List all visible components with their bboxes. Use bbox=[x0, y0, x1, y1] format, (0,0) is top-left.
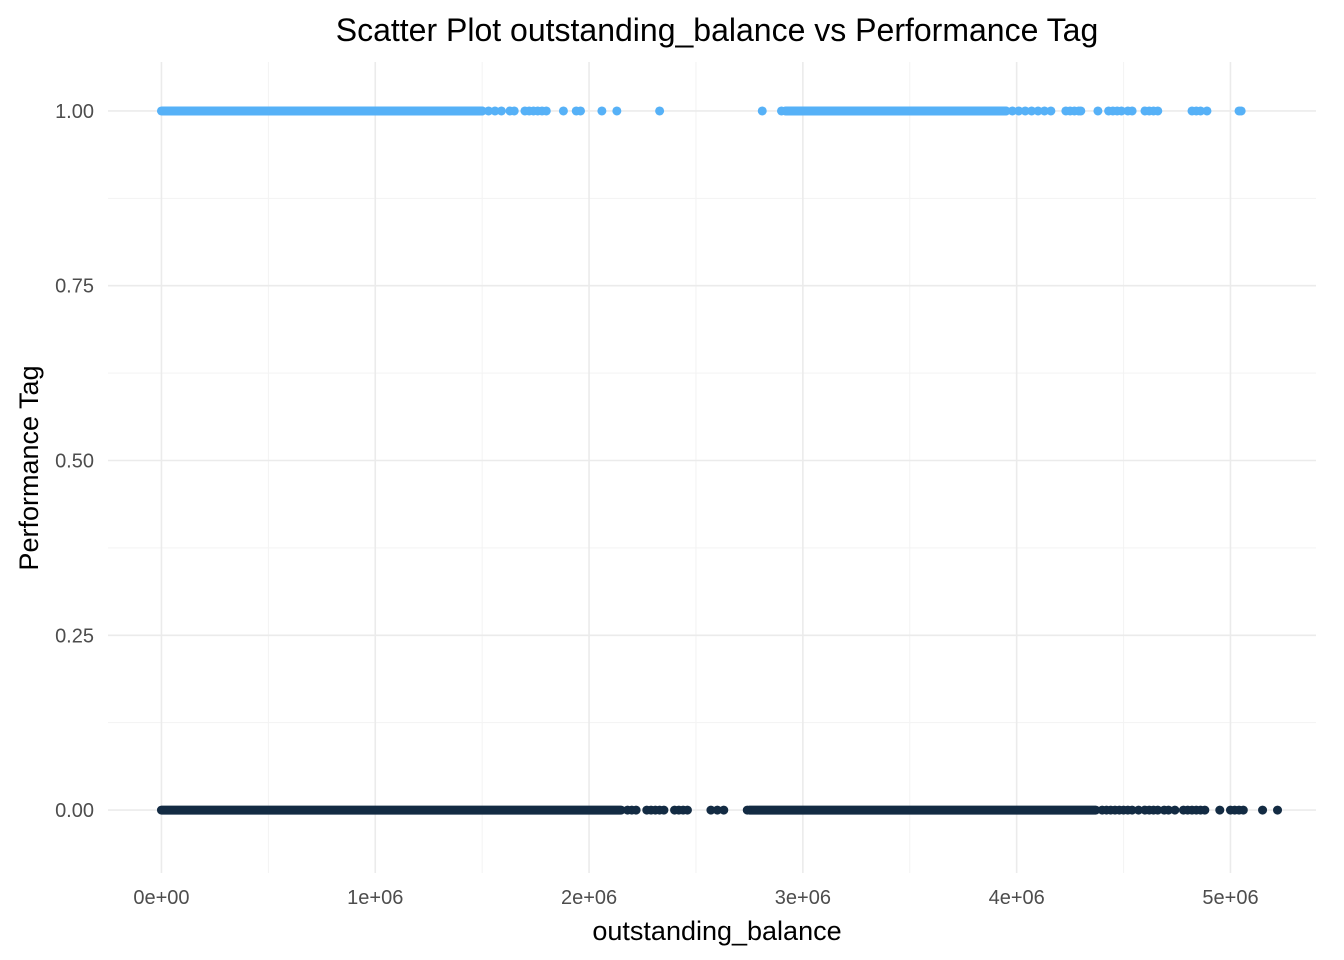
data-point bbox=[1134, 805, 1144, 815]
y-tick-label: 0.75 bbox=[55, 276, 94, 298]
x-tick-label: 0e+00 bbox=[133, 887, 189, 909]
data-point bbox=[1027, 106, 1037, 116]
data-point bbox=[490, 106, 500, 116]
y-tick-label: 0.25 bbox=[55, 625, 94, 647]
data-point bbox=[1039, 106, 1049, 116]
data-point bbox=[484, 106, 494, 116]
x-tick-label: 3e+06 bbox=[775, 887, 831, 909]
data-point bbox=[682, 805, 692, 815]
data-point bbox=[1001, 106, 1011, 116]
data-point bbox=[1076, 106, 1086, 116]
data-point bbox=[1046, 106, 1056, 116]
data-point bbox=[742, 805, 752, 815]
data-point bbox=[1215, 805, 1225, 815]
data-point bbox=[706, 805, 716, 815]
data-point bbox=[558, 106, 568, 116]
data-point bbox=[1200, 805, 1210, 815]
data-point bbox=[477, 106, 487, 116]
data-points bbox=[156, 106, 1283, 815]
y-tick-label: 1.00 bbox=[55, 101, 94, 123]
y-tick-label: 0.00 bbox=[55, 800, 94, 822]
data-point bbox=[655, 106, 665, 116]
y-axis-title: Performance Tag bbox=[14, 365, 44, 570]
data-point bbox=[1116, 106, 1126, 116]
data-point bbox=[659, 805, 669, 815]
data-point bbox=[1007, 106, 1017, 116]
data-point bbox=[1093, 106, 1103, 116]
data-point bbox=[1170, 805, 1180, 815]
data-point bbox=[712, 805, 722, 815]
data-point bbox=[631, 805, 641, 815]
x-tick-label: 4e+06 bbox=[989, 887, 1045, 909]
data-point bbox=[1236, 106, 1246, 116]
y-tick-label: 0.50 bbox=[55, 451, 94, 473]
data-point bbox=[1238, 805, 1248, 815]
data-point bbox=[1033, 106, 1043, 116]
data-point bbox=[597, 106, 607, 116]
data-point bbox=[757, 106, 767, 116]
data-point bbox=[1127, 106, 1137, 116]
x-axis-title: outstanding_balance bbox=[592, 916, 841, 946]
data-point bbox=[1127, 805, 1137, 815]
data-point bbox=[509, 106, 519, 116]
data-point bbox=[1163, 805, 1173, 815]
x-axis-ticks: 0e+00 1e+06 2e+06 3e+06 4e+06 5e+06 bbox=[133, 887, 1258, 909]
data-point bbox=[496, 106, 506, 116]
data-point bbox=[1196, 106, 1206, 116]
data-point bbox=[1273, 805, 1283, 815]
data-point bbox=[612, 106, 622, 116]
data-point bbox=[1153, 106, 1163, 116]
data-point bbox=[1202, 106, 1212, 116]
data-point bbox=[541, 106, 551, 116]
data-point bbox=[1258, 805, 1268, 815]
data-point bbox=[576, 106, 586, 116]
y-axis-ticks: 0.00 0.25 0.50 0.75 1.00 bbox=[55, 101, 94, 822]
grid bbox=[108, 62, 1316, 873]
data-point bbox=[1153, 805, 1163, 815]
x-tick-label: 1e+06 bbox=[347, 887, 403, 909]
x-tick-label: 2e+06 bbox=[561, 887, 617, 909]
data-point bbox=[781, 106, 791, 116]
data-point bbox=[1020, 106, 1030, 116]
data-point bbox=[1014, 106, 1024, 116]
chart-title: Scatter Plot outstanding_balance vs Perf… bbox=[336, 12, 1099, 48]
x-tick-label: 5e+06 bbox=[1202, 887, 1258, 909]
data-point bbox=[719, 805, 729, 815]
